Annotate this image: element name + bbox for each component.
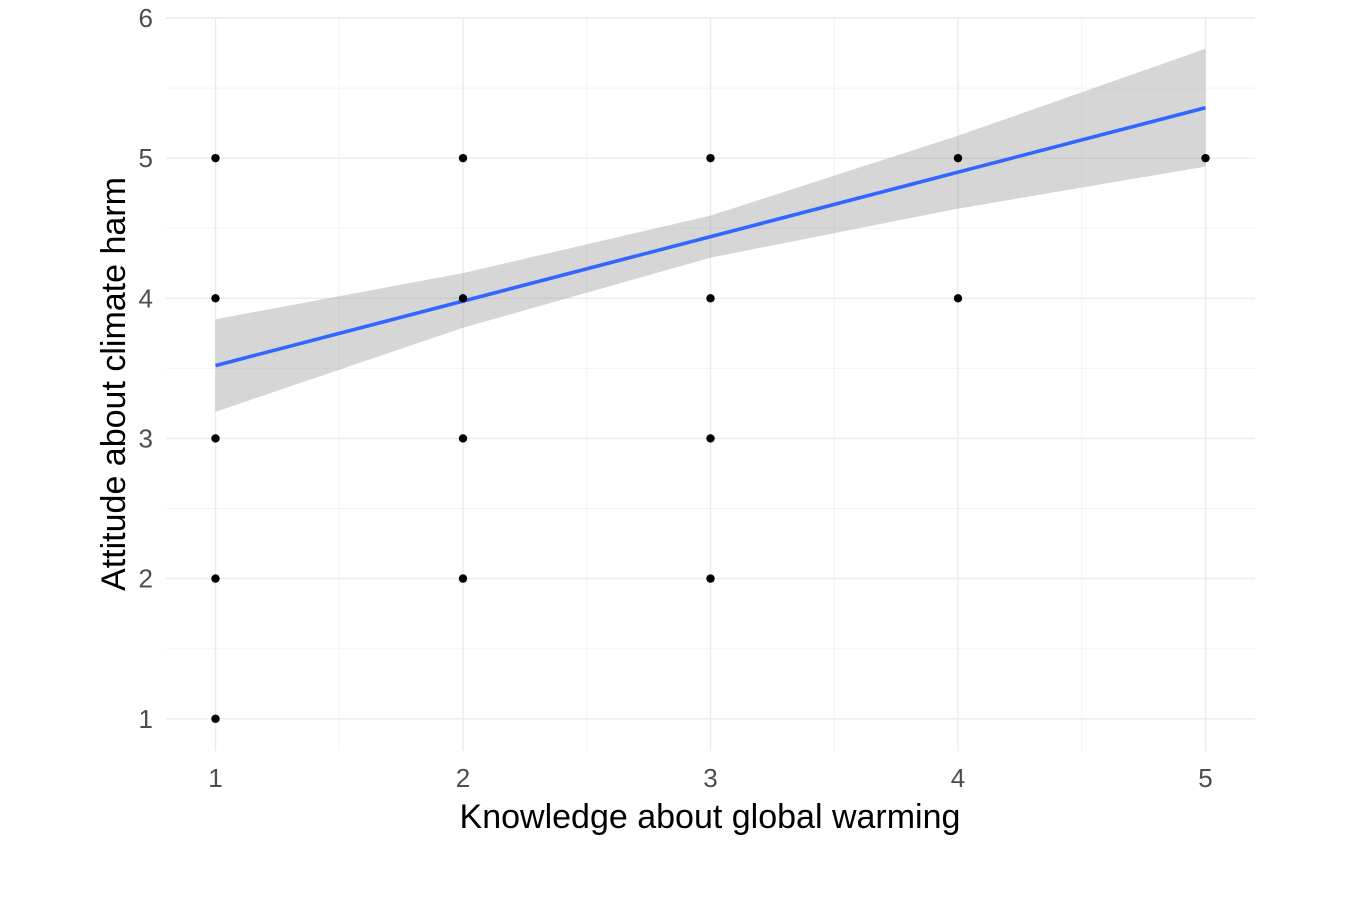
y-tick-label: 2 xyxy=(139,564,153,594)
data-point xyxy=(706,153,715,163)
data-point xyxy=(211,574,220,583)
x-tick-label: 4 xyxy=(951,763,965,793)
points-layer xyxy=(211,153,1210,723)
y-tick-label: 4 xyxy=(139,283,153,313)
data-point xyxy=(211,153,220,163)
data-point xyxy=(211,434,220,443)
x-tick-label: 3 xyxy=(703,763,717,793)
data-point xyxy=(458,294,468,303)
data-point xyxy=(706,294,715,303)
regression-line xyxy=(215,105,1206,368)
tick-labels: 1 2 3 4 5 1 2 3 4 5 6 xyxy=(139,3,1213,793)
data-point xyxy=(706,434,715,443)
data-point xyxy=(458,434,468,443)
data-point xyxy=(706,574,715,583)
data-point xyxy=(458,574,468,583)
confidence-band-layer xyxy=(215,48,1206,412)
data-point xyxy=(211,294,220,303)
data-point xyxy=(458,153,468,163)
y-tick-label: 1 xyxy=(139,704,153,734)
fit-line-layer xyxy=(215,105,1206,368)
x-tick-label: 5 xyxy=(1198,763,1212,793)
y-tick-label: 6 xyxy=(139,3,153,33)
y-tick-label: 3 xyxy=(139,423,153,453)
confidence-band xyxy=(215,48,1206,412)
y-axis-title: Attitude about climate harm xyxy=(95,177,133,591)
data-point xyxy=(211,714,220,723)
y-tick-label: 5 xyxy=(139,143,153,173)
x-axis-title: Knowledge about global warming xyxy=(460,798,961,836)
data-point xyxy=(953,294,963,303)
x-tick-label: 2 xyxy=(456,763,470,793)
data-point xyxy=(1201,153,1210,163)
x-tick-label: 1 xyxy=(208,763,222,793)
data-point xyxy=(953,153,963,163)
